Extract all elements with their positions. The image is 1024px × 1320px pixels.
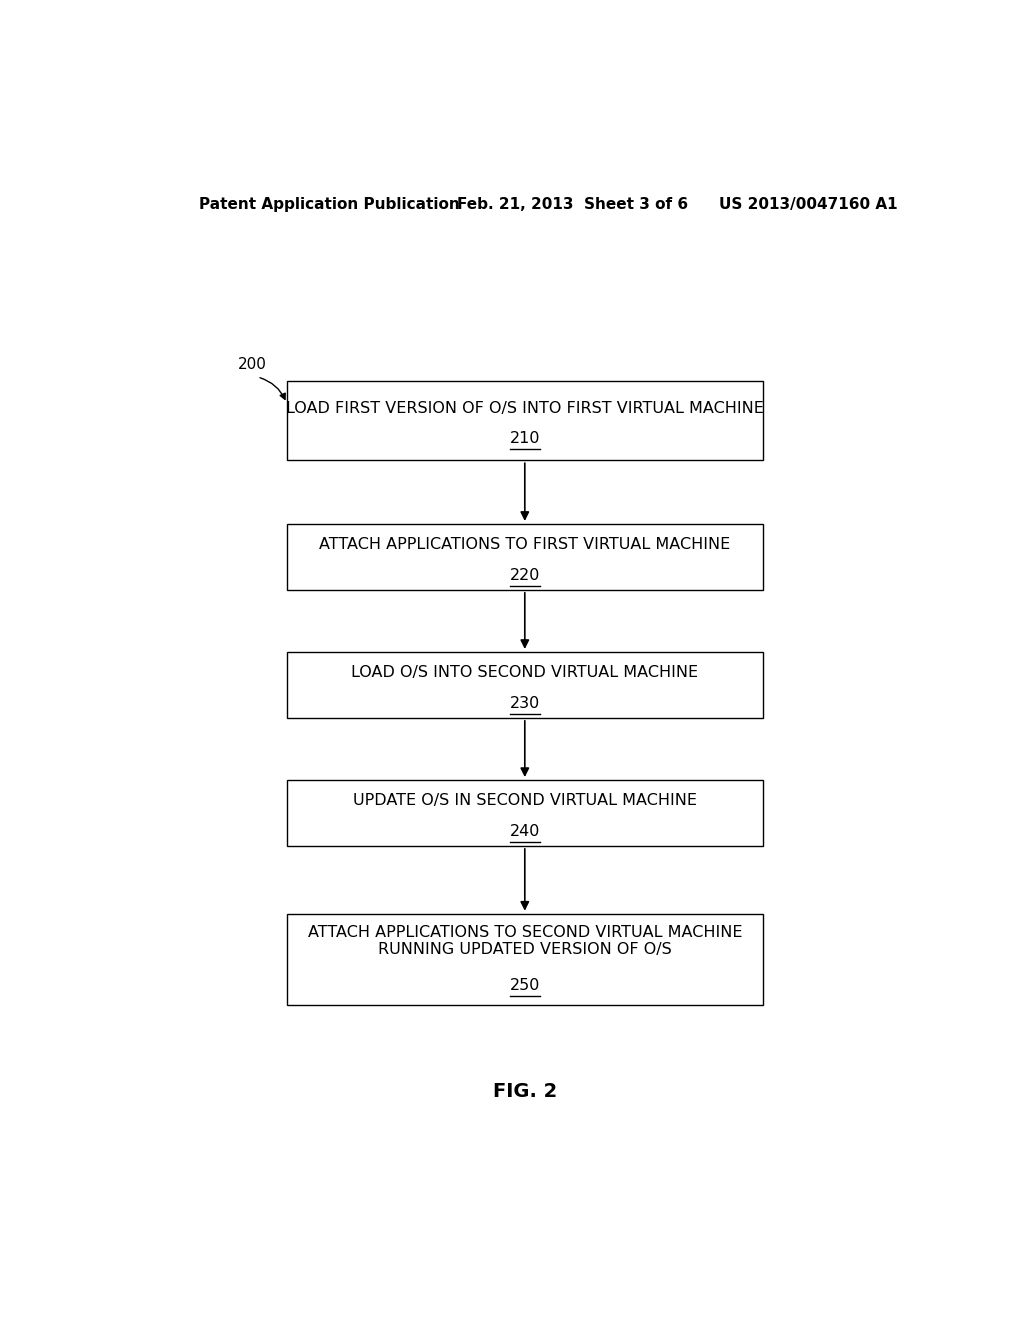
Text: 220: 220: [510, 568, 540, 582]
Bar: [287, 381, 763, 461]
Bar: [287, 780, 763, 846]
Text: 200: 200: [238, 356, 266, 372]
Bar: [287, 524, 763, 590]
Text: 250: 250: [510, 978, 540, 993]
Text: FIG. 2: FIG. 2: [493, 1082, 557, 1101]
Text: Patent Application Publication: Patent Application Publication: [200, 197, 460, 213]
Text: 230: 230: [510, 696, 540, 710]
Bar: [287, 652, 763, 718]
Text: LOAD FIRST VERSION OF O/S INTO FIRST VIRTUAL MACHINE: LOAD FIRST VERSION OF O/S INTO FIRST VIR…: [286, 401, 764, 416]
FancyArrowPatch shape: [260, 378, 286, 400]
Text: ATTACH APPLICATIONS TO FIRST VIRTUAL MACHINE: ATTACH APPLICATIONS TO FIRST VIRTUAL MAC…: [319, 537, 730, 552]
Text: US 2013/0047160 A1: US 2013/0047160 A1: [719, 197, 898, 213]
Text: 210: 210: [510, 432, 540, 446]
Text: 240: 240: [510, 824, 540, 838]
Text: UPDATE O/S IN SECOND VIRTUAL MACHINE: UPDATE O/S IN SECOND VIRTUAL MACHINE: [353, 793, 696, 808]
Text: Feb. 21, 2013  Sheet 3 of 6: Feb. 21, 2013 Sheet 3 of 6: [458, 197, 688, 213]
Text: ATTACH APPLICATIONS TO SECOND VIRTUAL MACHINE
RUNNING UPDATED VERSION OF O/S: ATTACH APPLICATIONS TO SECOND VIRTUAL MA…: [307, 925, 742, 957]
Bar: [287, 913, 763, 1005]
Text: LOAD O/S INTO SECOND VIRTUAL MACHINE: LOAD O/S INTO SECOND VIRTUAL MACHINE: [351, 665, 698, 680]
